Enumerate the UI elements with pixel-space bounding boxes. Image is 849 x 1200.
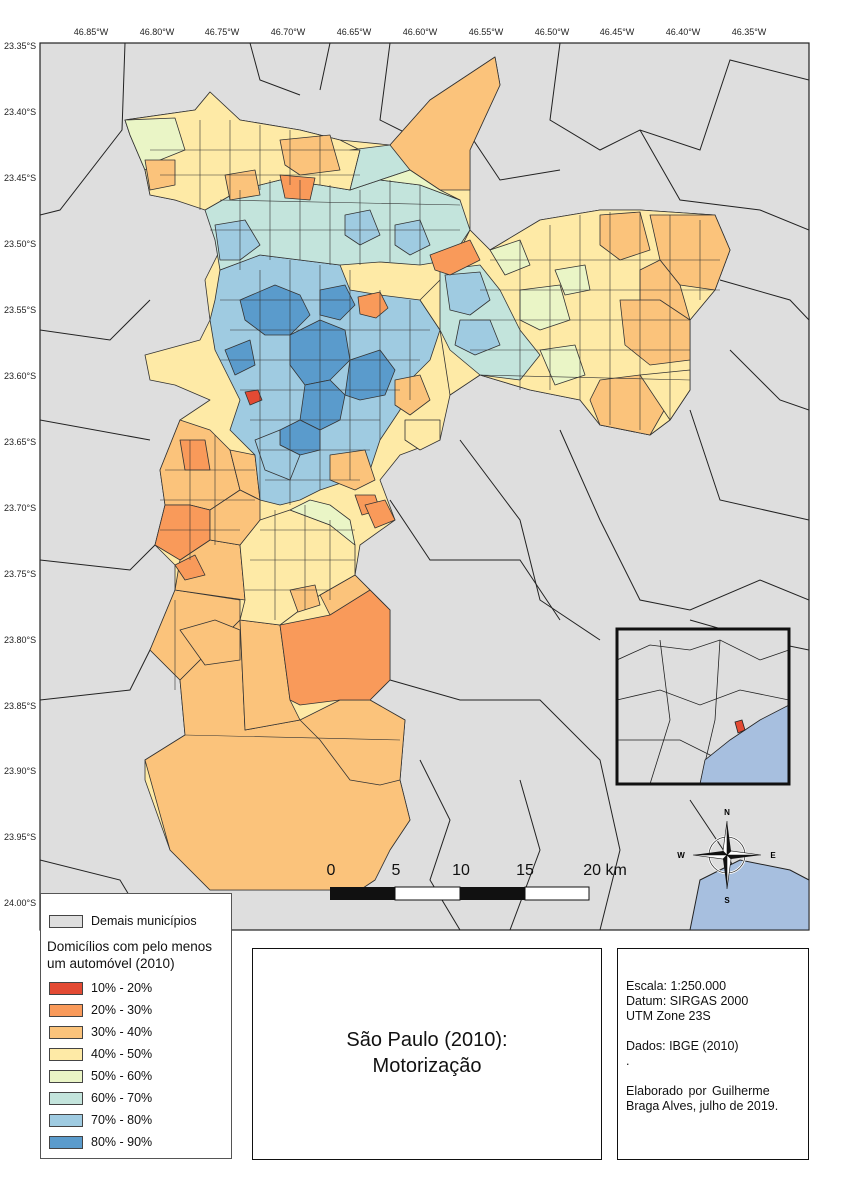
legend-swatch xyxy=(49,981,83,995)
compass-w: W xyxy=(677,851,685,860)
lat-tick: 23.65°S xyxy=(4,437,37,447)
info-author: Elaborado por Guilherme xyxy=(626,1084,770,1098)
legend-class: 50% - 60% xyxy=(49,1069,152,1083)
info-scale: Escala: 1:250.000 xyxy=(626,979,727,993)
legend-swatch xyxy=(49,1069,83,1083)
legend-class: 20% - 30% xyxy=(49,1003,152,1017)
lon-tick: 46.75°W xyxy=(204,27,240,37)
legend-label: 50% - 60% xyxy=(91,1069,153,1083)
lat-tick: 23.90°S xyxy=(4,766,37,776)
lat-tick: 23.35°S xyxy=(4,41,37,51)
lon-tick: 46.45°W xyxy=(599,27,635,37)
lat-tick: 23.85°S xyxy=(4,701,37,711)
scale-label-20km: 20 km xyxy=(583,862,627,879)
legend-swatch xyxy=(49,1047,83,1061)
legend-swatch xyxy=(49,1025,83,1039)
map-title: São Paulo (2010): xyxy=(346,1029,508,1051)
info-dot: . xyxy=(626,1054,630,1068)
lat-tick: 23.70°S xyxy=(4,503,37,513)
legend-other: Demais municípios xyxy=(49,914,197,928)
lon-tick: 46.65°W xyxy=(336,27,372,37)
lat-tick: 24.00°S xyxy=(4,898,37,908)
legend-class: 10% - 20% xyxy=(49,981,152,995)
lat-tick: 23.45°S xyxy=(4,173,37,183)
compass-rose: N S E W xyxy=(677,808,776,905)
compass-e: E xyxy=(770,851,776,860)
info-box: Escala: 1:250.000 Datum: SIRGAS 2000 UTM… xyxy=(617,948,809,1160)
legend-swatch xyxy=(49,1091,83,1105)
legend-heading-line: Domicílios com pelo menos xyxy=(47,939,213,954)
scale-label-15: 15 xyxy=(516,862,534,879)
legend-swatch xyxy=(49,1003,83,1017)
info-utm: UTM Zone 23S xyxy=(626,1009,711,1023)
legend-class: 70% - 80% xyxy=(49,1113,152,1127)
legend-label: 30% - 40% xyxy=(91,1025,153,1039)
legend-class: 40% - 50% xyxy=(49,1047,152,1061)
lon-tick: 46.70°W xyxy=(270,27,306,37)
info-source: Dados: IBGE (2010) xyxy=(626,1039,739,1053)
lon-tick: 46.60°W xyxy=(402,27,438,37)
legend-label: 40% - 50% xyxy=(91,1047,153,1061)
lon-tick: 46.35°W xyxy=(731,27,767,37)
lon-tick: 46.80°W xyxy=(139,27,175,37)
legend-swatch xyxy=(49,914,83,928)
inset-map xyxy=(615,627,791,786)
legend-label: 70% - 80% xyxy=(91,1113,153,1127)
lat-tick: 23.80°S xyxy=(4,635,37,645)
lon-tick: 46.40°W xyxy=(665,27,701,37)
scale-label-0: 0 xyxy=(326,862,336,879)
legend-class: 60% - 70% xyxy=(49,1091,152,1105)
legend-label: 10% - 20% xyxy=(91,981,153,995)
legend-heading: Domicílios com pelo menos um automóvel (… xyxy=(47,938,227,972)
legend-class: 30% - 40% xyxy=(49,1025,152,1039)
sao-paulo-municipality xyxy=(124,56,731,891)
legend-label: 80% - 90% xyxy=(91,1135,153,1149)
map-subtitle: Motorização xyxy=(372,1055,482,1077)
title-box: São Paulo (2010): Motorização xyxy=(252,948,602,1160)
legend-class: 80% - 90% xyxy=(49,1135,152,1149)
lat-tick: 23.75°S xyxy=(4,569,37,579)
scale-label-10: 10 xyxy=(452,862,470,879)
lon-tick: 46.50°W xyxy=(534,27,570,37)
legend-label: 60% - 70% xyxy=(91,1091,153,1105)
compass-n: N xyxy=(724,808,730,817)
info-author: Braga Alves, julho de 2019. xyxy=(626,1099,779,1113)
info-datum: Datum: SIRGAS 2000 xyxy=(626,994,749,1008)
lon-tick: 46.85°W xyxy=(73,27,109,37)
scale-label-5: 5 xyxy=(391,862,401,879)
ocean xyxy=(689,859,809,930)
lat-tick: 23.55°S xyxy=(4,305,37,315)
lat-tick: 23.95°S xyxy=(4,832,37,842)
lon-tick: 46.55°W xyxy=(468,27,504,37)
lat-tick: 23.60°S xyxy=(4,371,37,381)
legend-heading-line: um automóvel (2010) xyxy=(47,956,175,971)
compass-s: S xyxy=(724,896,730,905)
lat-tick: 23.40°S xyxy=(4,107,37,117)
scale-bar xyxy=(330,886,590,901)
legend-swatch xyxy=(49,1135,83,1149)
lat-tick: 23.50°S xyxy=(4,239,37,249)
legend-label: 20% - 30% xyxy=(91,1003,153,1017)
legend: Demais municípios Domicílios com pelo me… xyxy=(40,893,232,1159)
legend-label: Demais municípios xyxy=(91,914,197,928)
legend-swatch xyxy=(49,1113,83,1127)
